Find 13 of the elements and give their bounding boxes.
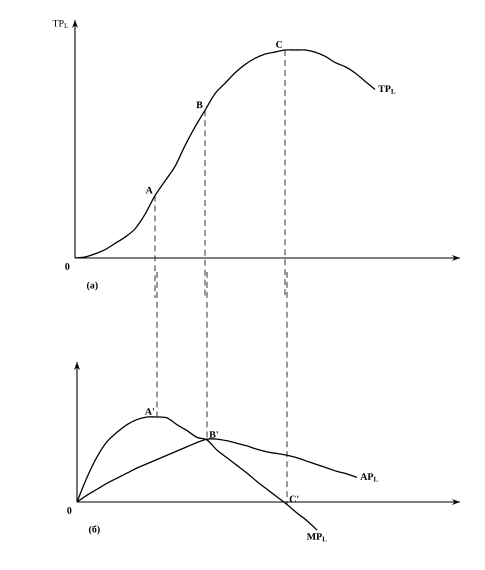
annotation: B [196, 102, 203, 108]
annotation: (б) [88, 525, 100, 535]
text: C [276, 41, 282, 48]
text: 0 [67, 507, 72, 514]
series-label: AP$_{L}$ [360, 473, 378, 482]
series-label: MP$_{L}$ [306, 533, 327, 542]
annotation: B' [209, 431, 218, 438]
text: 0 [65, 263, 70, 270]
y-axis-title: TP$_{L}$ [52, 20, 68, 28]
text: (a) [86, 281, 98, 291]
series-label: TP$_{L}$ [378, 85, 396, 94]
annotation: A [146, 186, 153, 194]
text: A' [144, 408, 154, 415]
